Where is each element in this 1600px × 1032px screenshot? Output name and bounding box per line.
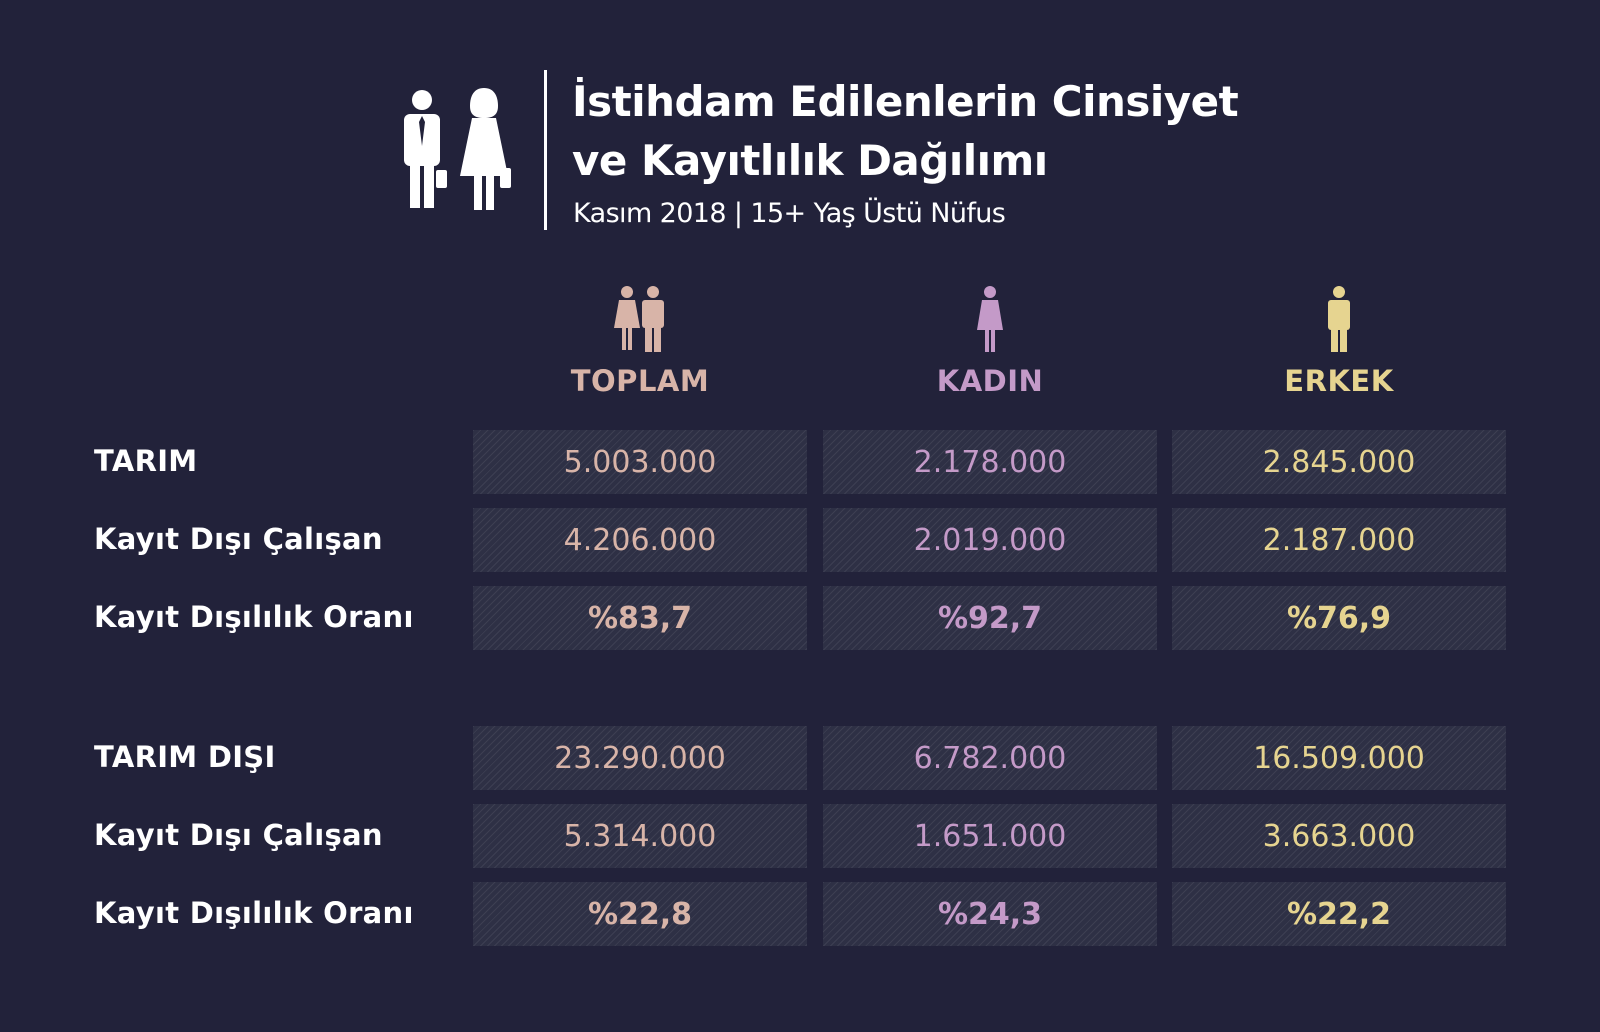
table-cell: 2.187.000: [1172, 508, 1506, 572]
table-cell: 4.206.000: [473, 508, 807, 572]
header: İstihdam Edilenlerin Cinsiyet ve Kayıtlı…: [0, 0, 1600, 250]
table-cell: %76,9: [1172, 586, 1506, 650]
table-cell: 5.003.000: [473, 430, 807, 494]
businessman-businesswoman-icon: [404, 88, 511, 210]
table-cell: 2.178.000: [823, 430, 1157, 494]
row-label-kayit-disi-calisan: Kayıt Dışı Çalışan: [94, 818, 383, 852]
title-line-1: İstihdam Edilenlerin Cinsiyet: [572, 77, 1239, 126]
row-label-kayit-disililik-orani: Kayıt Dışılılık Oranı: [94, 600, 414, 634]
table-cell: %92,7: [823, 586, 1157, 650]
column-label-erkek: ERKEK: [1284, 364, 1394, 398]
couple-icon: [614, 286, 664, 352]
page-subtitle: Kasım 2018 | 15+ Yaş Üstü Nüfus: [573, 198, 1006, 229]
table-cell: 23.290.000: [473, 726, 807, 790]
column-header-kadin: KADIN: [823, 286, 1157, 406]
section-label-tarim: TARIM: [94, 444, 198, 478]
table-cell: 3.663.000: [1172, 804, 1506, 868]
page-title: İstihdam Edilenlerin Cinsiyet ve Kayıtlı…: [572, 72, 1332, 190]
table-cell: 1.651.000: [823, 804, 1157, 868]
column-header-erkek: ERKEK: [1172, 286, 1506, 406]
section-label-tarim-disi: TARIM DIŞI: [94, 740, 276, 774]
column-header-toplam: TOPLAM: [473, 286, 807, 406]
table-cell: 6.782.000: [823, 726, 1157, 790]
table-cell: %83,7: [473, 586, 807, 650]
row-label-kayit-disi-calisan: Kayıt Dışı Çalışan: [94, 522, 383, 556]
column-label-toplam: TOPLAM: [570, 364, 710, 398]
woman-icon: [977, 286, 1003, 352]
table-cell: %22,8: [473, 882, 807, 946]
table-cell: 5.314.000: [473, 804, 807, 868]
table-cell: 16.509.000: [1172, 726, 1506, 790]
title-line-2: ve Kayıtlılık Dağılımı: [572, 136, 1048, 185]
table-cell: 2.845.000: [1172, 430, 1506, 494]
column-label-kadin: KADIN: [936, 364, 1044, 398]
table-cell: 2.019.000: [823, 508, 1157, 572]
table-cell: %22,2: [1172, 882, 1506, 946]
table-cell: %24,3: [823, 882, 1157, 946]
header-divider: [544, 70, 547, 230]
man-icon: [1328, 286, 1350, 352]
row-label-kayit-disililik-orani: Kayıt Dışılılık Oranı: [94, 896, 414, 930]
